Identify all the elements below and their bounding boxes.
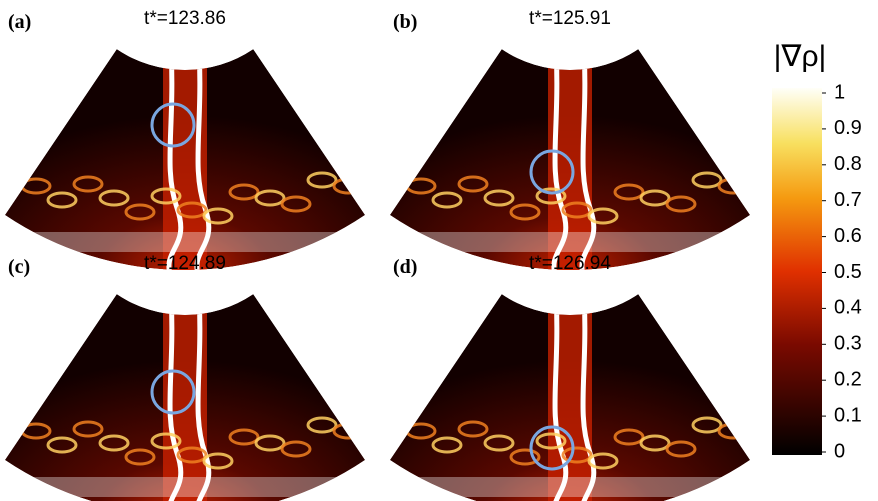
panel-time: t*=123.86: [144, 8, 226, 29]
panel-time: t*=126.94: [529, 253, 611, 274]
panel: [381, 293, 755, 501]
tick-label: 0.9: [834, 117, 862, 139]
panel: [381, 48, 755, 278]
panel-label: (d): [393, 256, 417, 278]
figure: |∇ρ| (a) t*=123.86 (b) t*=125.91 (c) t*=124.8…: [0, 0, 878, 501]
tick-label: 0.2: [834, 368, 862, 390]
vortex: [0, 165, 24, 179]
wall: [0, 477, 370, 497]
colorbar: [772, 88, 822, 455]
wall: [385, 477, 755, 497]
tick-label: 0.5: [834, 261, 862, 283]
vortex: [381, 410, 409, 424]
tick-label: 0.6: [834, 225, 862, 247]
panel: [0, 293, 370, 501]
panel-label: (a): [8, 11, 31, 33]
tick-label: 1: [834, 81, 845, 103]
panel-label: (b): [393, 11, 417, 33]
tick-label: 0.1: [834, 404, 862, 426]
panel-time: t*=125.91: [529, 8, 611, 29]
tick-label: 0: [834, 440, 845, 462]
colorbar-title: |∇ρ|: [774, 40, 827, 73]
tick-label: 0.3: [834, 333, 862, 355]
vortex: [0, 410, 24, 424]
tick-label: 0.4: [834, 297, 862, 319]
vortex: [381, 165, 409, 179]
tick-label: 0.8: [834, 153, 862, 175]
panel-label: (c): [8, 256, 30, 278]
panel: [0, 48, 370, 278]
tick-label: 0.7: [834, 189, 862, 211]
panel-time: t*=124.89: [144, 253, 226, 274]
wall: [0, 232, 370, 252]
wall: [385, 232, 755, 252]
